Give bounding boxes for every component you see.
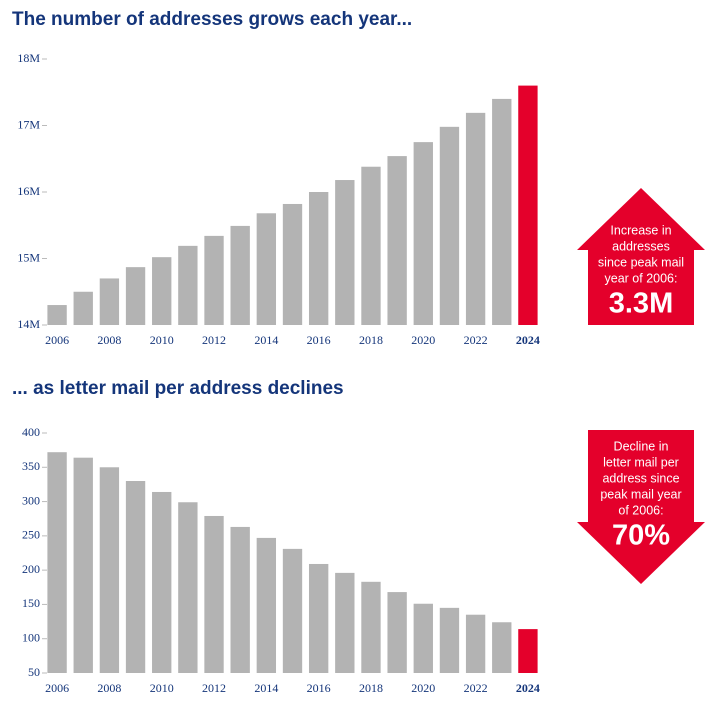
bar: [361, 166, 381, 325]
bar: [99, 278, 120, 325]
bar: [465, 112, 486, 326]
callout-text: of 2006:: [618, 503, 663, 517]
bar: [125, 481, 146, 673]
bar: [413, 142, 433, 325]
bar: [47, 305, 67, 325]
x-tick-label: 2020: [411, 333, 435, 347]
bar: [308, 563, 329, 673]
y-tick-label: 15M: [17, 250, 40, 264]
bar: [492, 98, 512, 326]
bar: [335, 572, 355, 673]
bar: [308, 192, 329, 325]
bar: [518, 629, 538, 673]
y-tick-label: 16M: [17, 184, 40, 198]
bar: [152, 257, 172, 325]
chart-title: ... as letter mail per address declines: [12, 378, 344, 399]
bar: [361, 581, 381, 673]
bar: [256, 213, 277, 325]
bar: [413, 603, 433, 673]
x-tick-label: 2006: [45, 333, 69, 347]
x-tick-label: 2018: [359, 681, 383, 695]
bar: [47, 452, 67, 673]
x-tick-label: 2022: [464, 333, 488, 347]
callout-arrow: [577, 188, 705, 325]
x-tick-label: 2020: [411, 681, 435, 695]
y-tick-label: 14M: [17, 317, 40, 331]
x-tick-label: 2018: [359, 333, 383, 347]
y-tick-label: 300: [22, 493, 40, 507]
callout-arrow: [577, 430, 705, 584]
bar: [230, 526, 250, 673]
y-tick-label: 250: [22, 528, 40, 542]
bar: [125, 267, 146, 325]
bar: [439, 126, 460, 325]
bar: [152, 491, 172, 673]
y-tick-label: 100: [22, 630, 40, 644]
bar: [335, 180, 355, 325]
x-tick-label: 2006: [45, 681, 69, 695]
bar: [256, 537, 277, 673]
bar: [204, 515, 224, 673]
callout-text: letter mail per: [603, 455, 679, 469]
callout-value: 70%: [612, 520, 670, 552]
bar: [230, 225, 250, 325]
bar: [99, 467, 120, 673]
x-tick-label: 2016: [307, 333, 331, 347]
x-tick-label: 2012: [202, 333, 226, 347]
callout-text: year of 2006:: [605, 271, 678, 285]
callout-text: Increase in: [610, 223, 671, 237]
x-tick-label: 2008: [97, 681, 121, 695]
x-tick-label: 2024: [516, 681, 540, 695]
y-tick-label: 350: [22, 459, 40, 473]
bar: [178, 245, 198, 325]
y-tick-label: 17M: [17, 117, 40, 131]
bar: [387, 592, 407, 673]
y-tick-label: 400: [22, 425, 40, 439]
bar: [282, 548, 303, 673]
bar: [73, 291, 93, 325]
callout-text: since peak mail: [598, 255, 684, 269]
callout-text: peak mail year: [600, 487, 681, 501]
callout-text: Decline in: [614, 439, 669, 453]
bar: [178, 502, 198, 673]
x-tick-label: 2008: [97, 333, 121, 347]
callout-text: address since: [602, 471, 679, 485]
x-tick-label: 2014: [254, 681, 278, 695]
bar: [204, 235, 224, 325]
bar: [73, 457, 93, 673]
bar: [465, 614, 486, 673]
x-tick-label: 2022: [464, 681, 488, 695]
bar: [282, 203, 303, 325]
callout-text: addresses: [612, 239, 670, 253]
x-tick-label: 2012: [202, 681, 226, 695]
x-tick-label: 2016: [307, 681, 331, 695]
x-tick-label: 2010: [150, 681, 174, 695]
chart-title: The number of addresses grows each year.…: [12, 9, 412, 30]
bar: [518, 85, 538, 325]
y-tick-label: 50: [28, 665, 40, 679]
x-tick-label: 2010: [150, 333, 174, 347]
bar: [387, 156, 407, 325]
y-tick-label: 200: [22, 562, 40, 576]
x-tick-label: 2024: [516, 333, 540, 347]
bar: [439, 607, 460, 673]
x-tick-label: 2014: [254, 333, 278, 347]
y-tick-label: 150: [22, 596, 40, 610]
bar: [492, 622, 512, 673]
callout-value: 3.3M: [609, 288, 673, 320]
y-tick-label: 18M: [17, 51, 40, 65]
